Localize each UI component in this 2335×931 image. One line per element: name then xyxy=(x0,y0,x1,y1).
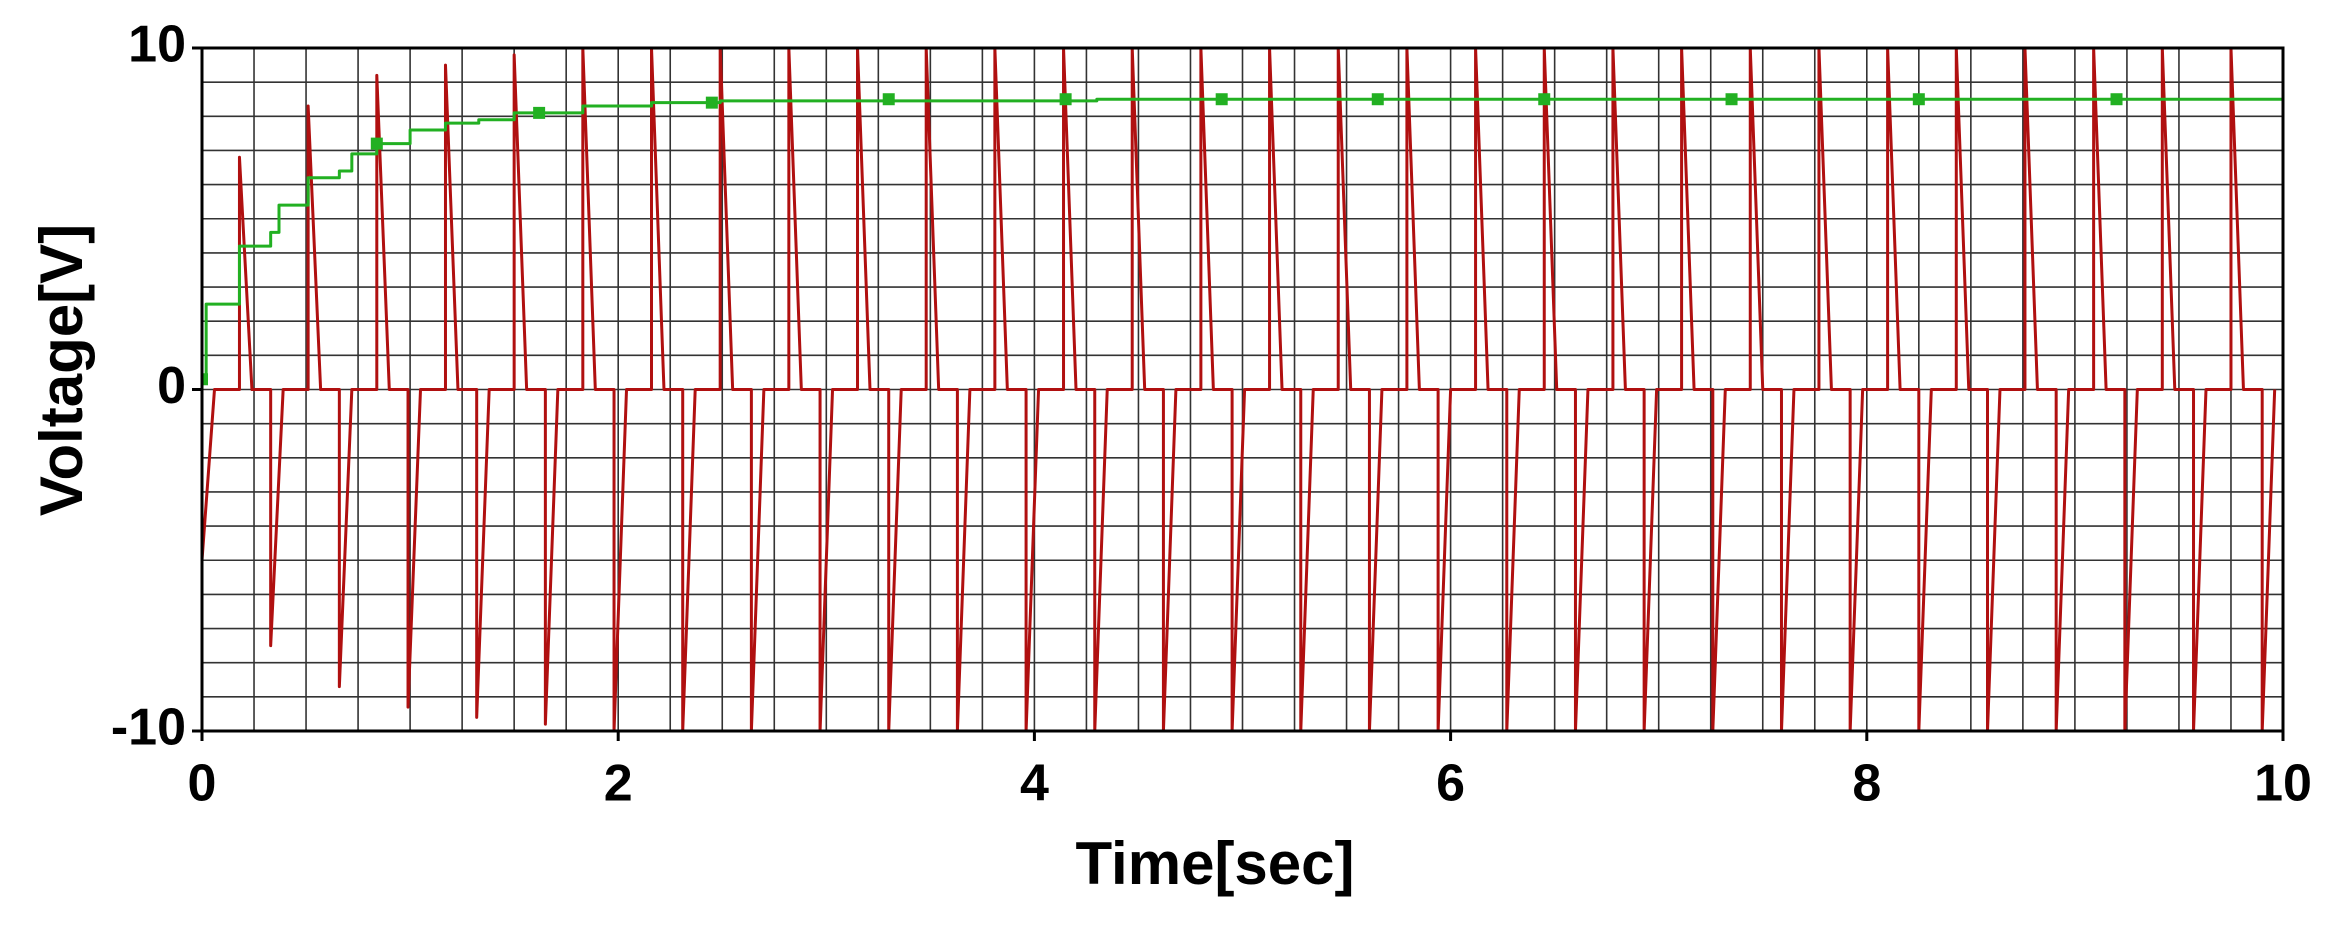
y-tick-label: 0 xyxy=(157,357,186,415)
x-tick-label: 0 xyxy=(188,755,217,813)
x-tick-label: 8 xyxy=(1852,755,1881,813)
data-point xyxy=(882,93,895,106)
data-line xyxy=(202,97,2283,381)
x-axis-title: Time[sec] xyxy=(1075,830,1354,897)
plot-area xyxy=(202,48,2283,731)
y-axis-title: Voltage[V] xyxy=(28,224,95,516)
x-tick-label: 6 xyxy=(1436,755,1465,813)
y-tick-label: 10 xyxy=(128,16,186,74)
data-point xyxy=(1538,93,1551,106)
data-point xyxy=(1725,93,1738,106)
data-point xyxy=(533,106,546,119)
x-tick-label: 4 xyxy=(1020,755,1049,813)
data-point xyxy=(1912,93,1925,106)
data-line xyxy=(202,48,2277,731)
data-point xyxy=(1371,93,1384,106)
x-tick-label: 2 xyxy=(604,755,633,813)
data-point xyxy=(705,96,718,109)
data-point xyxy=(1215,93,1228,106)
x-tick-label: 10 xyxy=(2254,755,2312,813)
data-point xyxy=(370,137,383,150)
data-point xyxy=(202,373,208,386)
data-point xyxy=(2110,93,2123,106)
data-point xyxy=(1059,93,1072,106)
y-tick-label: -10 xyxy=(111,699,186,757)
